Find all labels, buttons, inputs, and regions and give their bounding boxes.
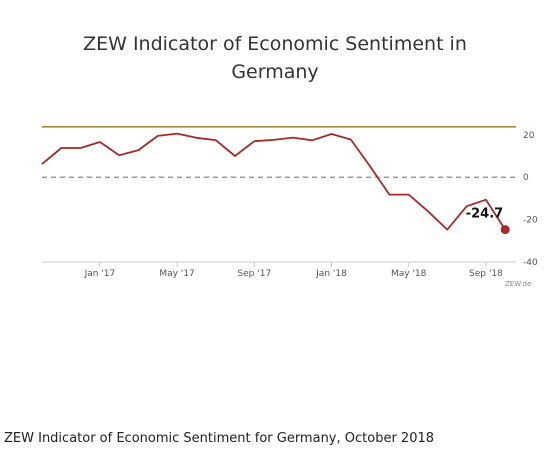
y-tick-label: -20 <box>523 216 538 226</box>
x-tick-label: Jan '17 <box>84 269 116 279</box>
x-tick-label: Sep '18 <box>469 269 503 279</box>
source-label: ZEW.de <box>505 280 531 288</box>
last-value-label: -24.7 <box>466 207 503 222</box>
chart-caption: ZEW Indicator of Economic Sentiment for … <box>4 431 435 446</box>
x-tick-label: Sep '17 <box>237 269 271 279</box>
y-tick-label: 0 <box>523 173 529 183</box>
y-tick-label: -40 <box>523 258 538 268</box>
x-tick-label: May '17 <box>159 269 194 279</box>
series-line <box>41 132 506 231</box>
last-value-marker <box>500 225 510 235</box>
x-tick-label: May '18 <box>391 269 427 279</box>
x-tick-label: Jan '18 <box>315 269 347 279</box>
y-tick-label: 20 <box>523 131 535 141</box>
chart-title: ZEW Indicator of Economic Sentiment in G… <box>83 33 467 83</box>
